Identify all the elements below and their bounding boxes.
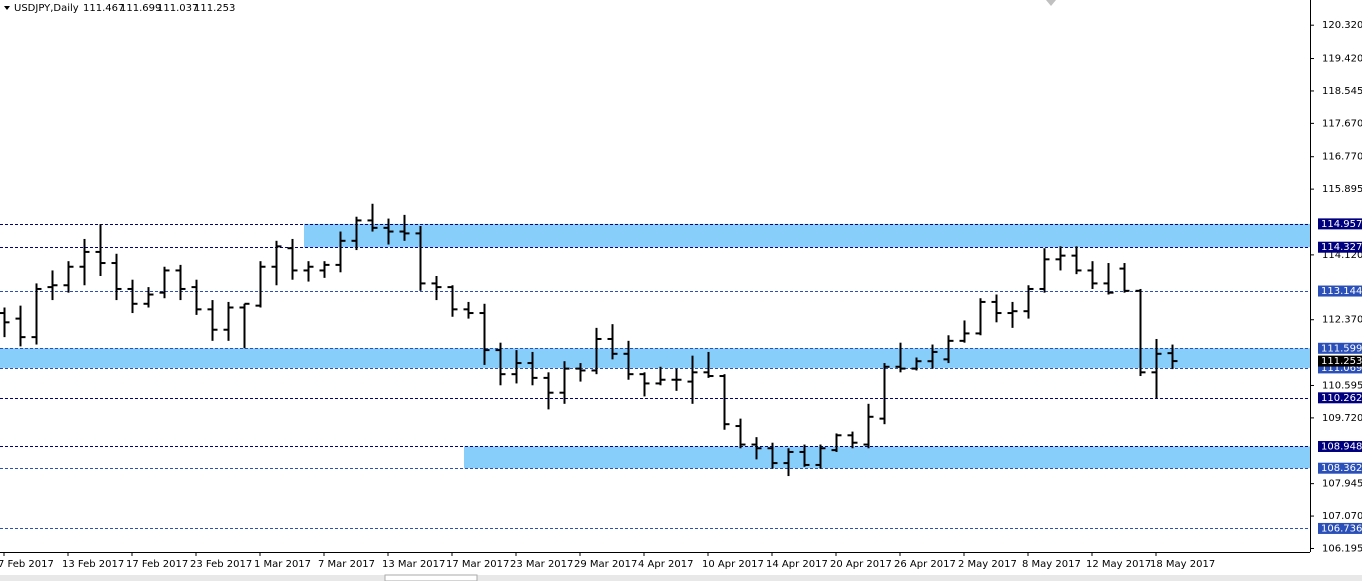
y-tick-label: 117.670 [1322,118,1362,129]
x-tick-label: 12 May 2017 [1086,559,1151,570]
x-tick-label: 4 Apr 2017 [638,559,693,570]
y-tick-label: 107.070 [1322,511,1362,522]
level-label: 113.144 [1321,286,1362,297]
x-tick-label: 13 Mar 2017 [382,559,445,570]
y-tick-label: 116.770 [1322,152,1362,163]
tab-bar [0,575,1362,581]
y-tick-label: 106.195 [1322,543,1362,554]
header-open: 111.467 [83,3,124,14]
x-tick-label: 13 Feb 2017 [62,559,124,570]
x-tick-label: 14 Apr 2017 [766,559,828,570]
x-tick-label: 23 Mar 2017 [510,559,573,570]
x-tick-label: 17 Mar 2017 [446,559,509,570]
current-price-box [1318,355,1362,367]
x-tick-label: 23 Feb 2017 [190,559,252,570]
y-tick-label: 110.595 [1322,380,1362,391]
x-tick-label: 2 May 2017 [958,559,1017,570]
x-tick-label: 26 Apr 2017 [894,559,956,570]
zone [304,223,1310,248]
header-close: 111.253 [194,3,235,14]
header-high: 111.699 [120,3,161,14]
level-label-box [1318,462,1362,474]
y-tick-label: 119.420 [1322,54,1362,65]
level-label: 108.948 [1321,441,1362,452]
level-label: 108.362 [1321,463,1362,474]
x-tick-label: 10 Apr 2017 [702,559,764,570]
level-label-box [1318,522,1362,534]
x-tick-label: 8 May 2017 [1022,559,1081,570]
level-label: 114.327 [1321,242,1362,253]
shift-marker[interactable] [1046,0,1056,6]
level-label: 106.736 [1321,523,1362,534]
header-low: 111.037 [157,3,198,14]
zone [464,446,1310,469]
level-label: 111.599 [1321,343,1362,354]
y-tick-label: 109.720 [1322,413,1362,424]
level-label-box [1318,285,1362,297]
level-label-box [1318,440,1362,452]
x-tick-label: 1 Mar 2017 [254,559,311,570]
zone [0,348,1310,368]
level-label: 110.262 [1321,393,1362,404]
x-tick-label: 7 Mar 2017 [318,559,375,570]
y-tick-label: 112.370 [1322,315,1362,326]
current-price-label: 111.253 [1321,356,1362,367]
level-label: 114.957 [1321,219,1362,230]
level-label-box [1318,392,1362,404]
y-tick-label: 118.545 [1322,86,1362,97]
y-tick-label: 115.895 [1322,184,1362,195]
x-tick-label: 29 Mar 2017 [574,559,637,570]
level-label-box [1318,342,1362,354]
x-tick-label: 7 Feb 2017 [0,559,54,570]
level-label-box [1318,241,1362,253]
x-tick-label: 17 Feb 2017 [126,559,188,570]
level-label-box [1318,218,1362,230]
menu-arrow[interactable] [4,6,10,10]
y-tick-label: 107.945 [1322,479,1362,490]
level-label-box [1318,362,1362,374]
level-label: 111.069 [1321,363,1362,374]
chart-title: USDJPY,Daily [14,3,79,14]
x-tick-label: 20 Apr 2017 [830,559,892,570]
y-tick-label: 114.120 [1322,250,1362,261]
x-tick-label: 18 May 2017 [1150,559,1215,570]
tab[interactable] [384,574,478,581]
y-tick-label: 120.320 [1322,20,1362,31]
